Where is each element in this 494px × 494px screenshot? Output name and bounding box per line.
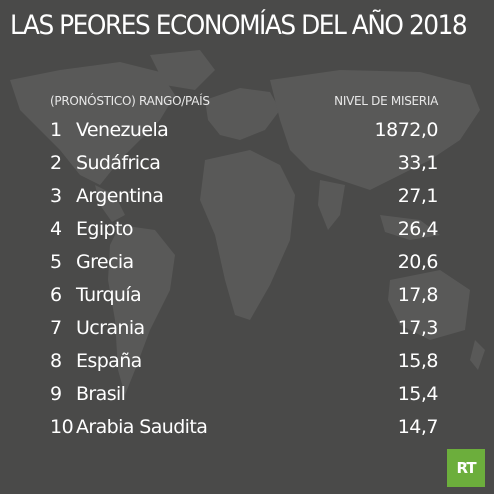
- misery-value: 14,7: [397, 416, 439, 438]
- misery-value: 27,1: [397, 185, 439, 207]
- country-name: Sudáfrica: [76, 152, 161, 174]
- country-name: Grecia: [76, 251, 134, 273]
- country-name: Ucrania: [76, 317, 145, 339]
- list-item: 8 España 15,8: [0, 347, 494, 379]
- country-name: Brasil: [76, 383, 126, 405]
- misery-value: 15,4: [397, 383, 439, 405]
- country-name: España: [76, 350, 142, 372]
- list-item: 6 Turquía 17,8: [0, 281, 494, 313]
- rank-number: 9: [50, 383, 62, 405]
- country-name: Venezuela: [76, 119, 169, 141]
- country-name: Turquía: [76, 284, 142, 306]
- misery-value: 1872,0: [374, 119, 439, 141]
- rank-number: 5: [50, 251, 62, 273]
- rank-number: 10: [50, 416, 74, 438]
- rank-number: 6: [50, 284, 62, 306]
- list-item: 1 Venezuela 1872,0: [0, 116, 494, 148]
- list-item: 10 Arabia Saudita 14,7: [0, 413, 494, 445]
- rank-number: 7: [50, 317, 62, 339]
- misery-value: 17,8: [397, 284, 439, 306]
- misery-value: 20,6: [397, 251, 439, 273]
- rank-number: 3: [50, 185, 62, 207]
- list-item: 3 Argentina 27,1: [0, 182, 494, 214]
- rank-number: 2: [50, 152, 62, 174]
- list-item: 2 Sudáfrica 33,1: [0, 149, 494, 181]
- misery-value: 15,8: [397, 350, 439, 372]
- rank-number: 1: [50, 119, 62, 141]
- column-header-misery-level: NIVEL DE MISERIA: [334, 94, 438, 108]
- list-item: 7 Ucrania 17,3: [0, 314, 494, 346]
- rt-logo: RT: [447, 449, 485, 487]
- misery-value: 33,1: [397, 152, 439, 174]
- misery-value: 17,3: [397, 317, 439, 339]
- country-name: Arabia Saudita: [76, 416, 208, 438]
- rank-number: 8: [50, 350, 62, 372]
- list-item: 5 Grecia 20,6: [0, 248, 494, 280]
- country-name: Argentina: [76, 185, 164, 207]
- list-item: 9 Brasil 15,4: [0, 380, 494, 412]
- misery-value: 26,4: [397, 218, 439, 240]
- country-name: Egipto: [76, 218, 133, 240]
- list-item: 4 Egipto 26,4: [0, 215, 494, 247]
- rt-logo-text: RT: [456, 459, 476, 477]
- column-header-rank-country: (PRONÓSTICO) RANGO/PAÍS: [50, 94, 210, 108]
- page-title: LAS PEORES ECONOMÍAS DEL AÑO 2018: [10, 10, 468, 41]
- rank-number: 4: [50, 218, 62, 240]
